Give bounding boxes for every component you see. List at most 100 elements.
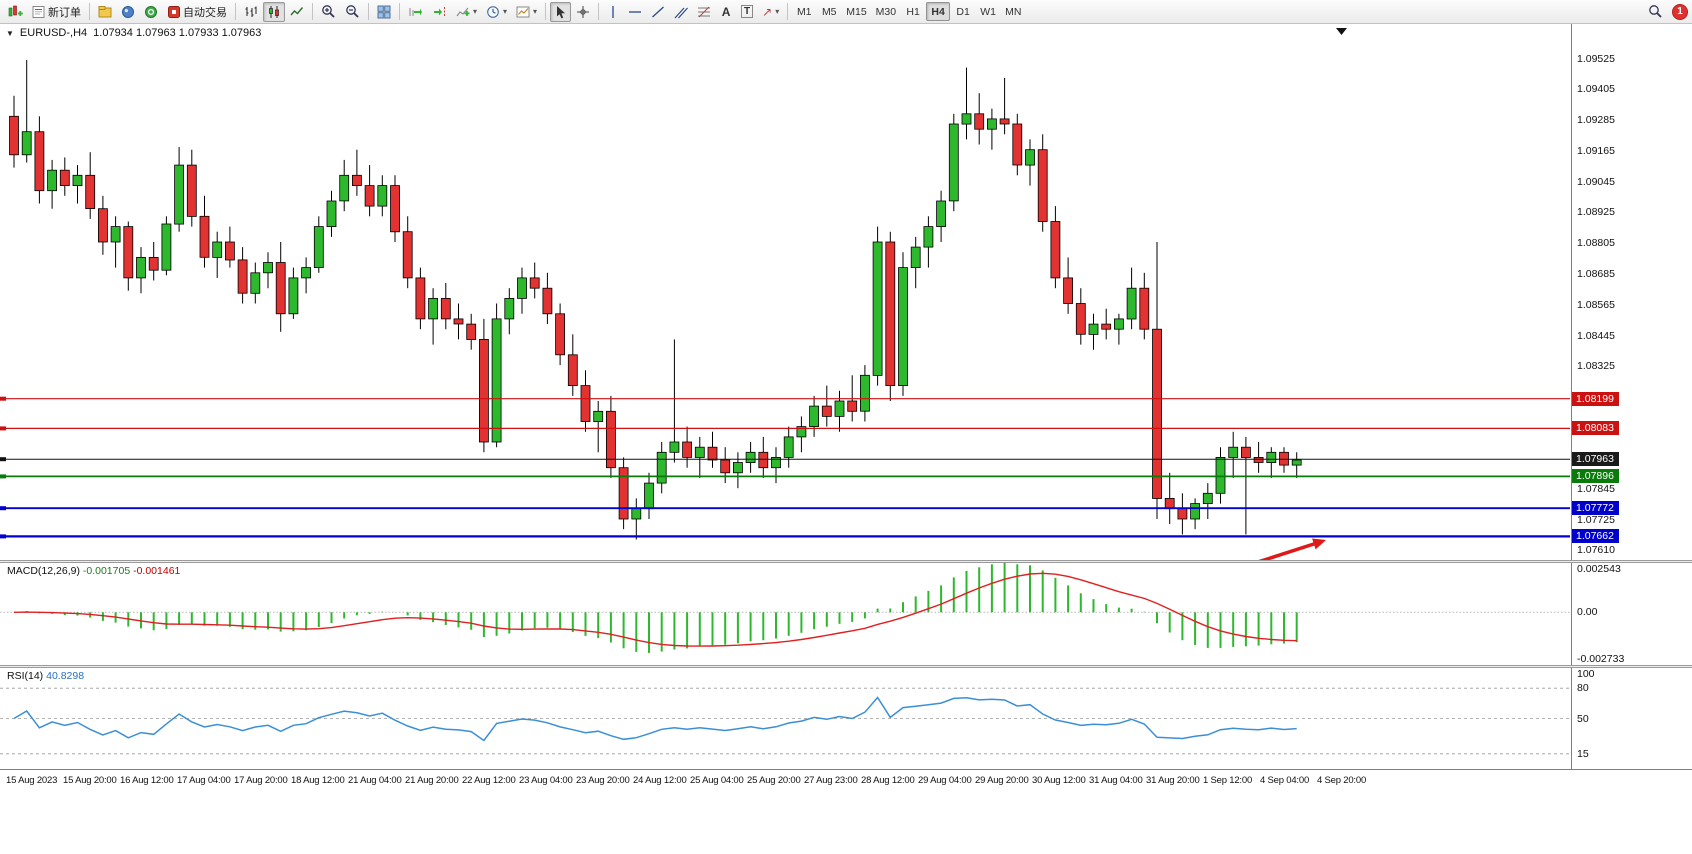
price-axis[interactable]: 1.09525 1.09405 1.09285 1.09165 1.09045 1.089… <box>1571 24 1692 560</box>
time-label: 29 Aug 20:00 <box>975 775 1029 786</box>
rsi-tick: 100 <box>1577 668 1595 680</box>
panel-splitter[interactable] <box>0 665 1692 668</box>
rsi-axis[interactable]: 100 80 50 15 <box>1571 668 1692 769</box>
time-axis[interactable]: 15 Aug 2023 15 Aug 20:00 16 Aug 12:00 17 Au… <box>0 769 1692 793</box>
main-chart-panel[interactable]: ▼ EURUSD-,H4 1.07934 1.07963 1.07933 1.0… <box>0 24 1570 560</box>
candle <box>339 174 350 202</box>
trend-arrow-head <box>1312 538 1326 550</box>
horizontal-line-icon <box>629 10 642 13</box>
timeframe-button-m30[interactable]: M30 <box>875 5 897 18</box>
arrow-shapes-icon: ↗ <box>762 4 773 19</box>
fibonacci-tool-button[interactable] <box>693 2 715 22</box>
indicators-button[interactable]: ▾ <box>452 2 481 22</box>
toolbar-separator <box>399 3 400 20</box>
horizontal-line-tool-button[interactable] <box>624 2 646 22</box>
macd-panel[interactable]: MACD(12,26,9) -0.001705 -0.001461 <box>0 563 1570 665</box>
rsi-line <box>13 696 1297 742</box>
price-tick: 1.08925 <box>1577 206 1615 218</box>
new-order-button[interactable]: 新订单 <box>28 2 85 22</box>
cursor-arrow-icon <box>557 5 566 18</box>
periods-button[interactable]: ▾ <box>482 2 511 22</box>
timeframe-toolbar: M1 M5 M15 M30 H1 H4 D1 W1 MN <box>792 2 1025 21</box>
candle <box>72 174 83 187</box>
candle <box>1177 508 1188 520</box>
metaeditor-button[interactable] <box>117 2 139 22</box>
arrows-tool-button[interactable]: ↗ ▾ <box>758 2 783 22</box>
autotrading-button[interactable]: 自动交易 <box>163 2 231 22</box>
candle <box>529 277 540 289</box>
candle <box>669 441 680 453</box>
templates-button[interactable]: ▾ <box>512 2 541 22</box>
notification-badge[interactable]: 1 <box>1672 3 1688 20</box>
one-click-trading-arrow[interactable]: ▼ <box>6 28 14 38</box>
fibonacci-icon <box>698 6 711 17</box>
candle <box>161 223 172 271</box>
candle <box>1063 277 1073 304</box>
candle <box>821 405 832 417</box>
timeframe-button-mn[interactable]: MN <box>1005 5 1022 18</box>
text-label-tool-button[interactable]: T <box>737 2 757 22</box>
timeframe-button-m5[interactable]: M5 <box>821 5 837 18</box>
trend-arrow-annotation[interactable] <box>1230 540 1319 561</box>
candle <box>1152 328 1162 499</box>
vertical-line-tool-button[interactable] <box>603 2 623 22</box>
candle <box>745 451 756 463</box>
timeframe-button-d1[interactable]: D1 <box>956 5 970 18</box>
timeframe-button-h4[interactable]: H4 <box>926 2 951 21</box>
channel-tool-button[interactable] <box>670 2 692 22</box>
main-toolbar: 新订单 自动交易 ▾ ▾ <box>0 0 1692 24</box>
rsi-panel[interactable]: RSI(14) 40.8298 <box>0 668 1570 769</box>
macd-axis[interactable]: 0.002543 0.00 -0.002733 <box>1571 563 1692 665</box>
price-tick: 1.09405 <box>1577 83 1615 95</box>
toolbar-separator <box>598 3 600 20</box>
zoom-in-button[interactable] <box>317 2 340 22</box>
community-button[interactable] <box>140 2 162 22</box>
candlestick-plot[interactable] <box>0 24 1570 560</box>
candle <box>313 226 324 269</box>
text-tool-button[interactable]: A <box>716 2 736 22</box>
zoom-out-button[interactable] <box>341 2 364 22</box>
text-label-icon: T <box>741 5 754 18</box>
candle <box>948 123 959 202</box>
time-label: 31 Aug 04:00 <box>1089 775 1143 786</box>
crosshair-button[interactable] <box>572 2 594 22</box>
time-label: 28 Aug 12:00 <box>861 775 915 786</box>
candle <box>1279 451 1289 466</box>
chart-shift-button[interactable] <box>428 2 451 22</box>
rsi-tick: 15 <box>1577 748 1589 760</box>
level-line-anchor <box>0 457 6 462</box>
tile-windows-icon <box>377 5 391 18</box>
search-button[interactable] <box>1644 2 1667 22</box>
candle <box>644 482 654 510</box>
panel-splitter[interactable] <box>0 560 1692 563</box>
price-tick: 1.07845 <box>1577 483 1615 495</box>
candle <box>860 374 870 412</box>
new-chart-button[interactable] <box>4 2 27 22</box>
candle <box>910 246 921 269</box>
timeframe-button-h1[interactable]: H1 <box>906 5 920 18</box>
timeframe-button-m15[interactable]: M15 <box>846 5 867 18</box>
price-level-badge: 1.07662 <box>1572 529 1619 543</box>
chart-end-marker[interactable] <box>1336 28 1347 35</box>
timeframe-button-m1[interactable]: M1 <box>796 5 812 18</box>
rsi-name: RSI(14) <box>7 670 44 682</box>
candle <box>618 467 629 520</box>
candle <box>390 185 400 233</box>
candle <box>1228 446 1239 458</box>
tile-windows-button[interactable] <box>373 2 395 22</box>
candle <box>682 441 692 458</box>
candle <box>428 297 439 320</box>
time-label: 25 Aug 04:00 <box>690 775 744 786</box>
candle <box>1190 503 1200 520</box>
line-chart-type-button[interactable] <box>286 2 308 22</box>
trendline-tool-button[interactable] <box>647 2 669 22</box>
autoscroll-button[interactable] <box>404 2 427 22</box>
bar-chart-type-button[interactable] <box>240 2 262 22</box>
candle <box>136 256 146 279</box>
profiles-button[interactable] <box>94 2 116 22</box>
cursor-button[interactable] <box>550 1 572 22</box>
timeframe-button-w1[interactable]: W1 <box>980 5 996 18</box>
search-icon <box>1649 5 1662 18</box>
ohlc-bars-icon <box>245 6 257 17</box>
candlestick-chart-type-button[interactable] <box>263 1 285 22</box>
